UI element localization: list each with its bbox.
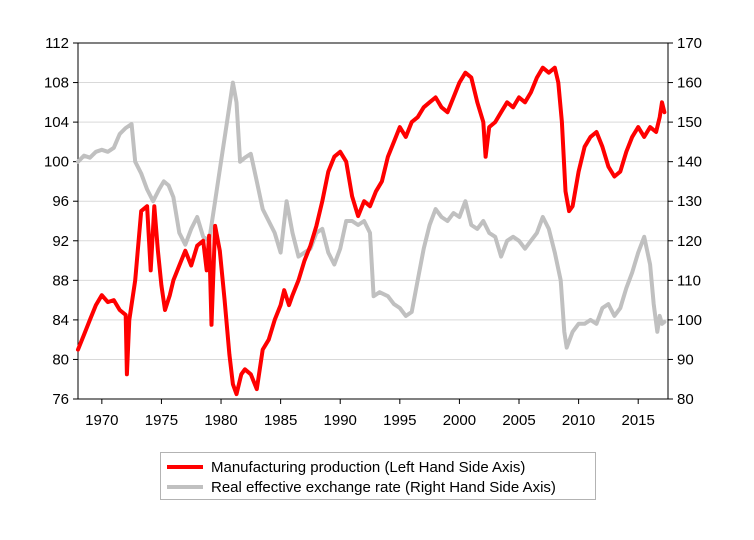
x-axis: 1970 1975 1980 1985 1990 1995 2000 2005 2010 2015 [85, 412, 655, 429]
right-tick-label: 160 [677, 75, 702, 92]
legend-label-exchange-rate: Real effective exchange rate (Right Hand… [211, 478, 556, 496]
right-tick-label: 140 [677, 154, 702, 171]
x-tick-label: 2015 [622, 412, 655, 429]
right-tick-label: 120 [677, 233, 702, 250]
x-tick-label: 1995 [383, 412, 416, 429]
legend-label-manufacturing: Manufacturing production (Left Hand Side… [211, 458, 526, 476]
x-tick-label: 1980 [204, 412, 237, 429]
x-tick-label: 2005 [502, 412, 535, 429]
left-tick-label: 92 [52, 233, 69, 250]
right-y-axis: 80 90 100 110 120 130 140 150 160 170 [677, 35, 702, 408]
legend-swatch-manufacturing [167, 465, 203, 469]
manufacturing-line [76, 65, 667, 397]
right-tick-label: 150 [677, 114, 702, 131]
right-tick-label: 170 [677, 35, 702, 52]
legend-item-exchange-rate: Real effective exchange rate (Right Hand… [167, 477, 556, 497]
x-tick-label: 2000 [443, 412, 476, 429]
plot-frame [77, 42, 669, 400]
series-lines [76, 65, 667, 397]
left-tick-label: 96 [52, 193, 69, 210]
x-tick-label: 1990 [324, 412, 357, 429]
left-y-axis: 76 80 84 88 92 96 100 104 108 112 [44, 35, 69, 408]
right-tick-label: 110 [677, 272, 701, 289]
left-tick-label: 80 [52, 351, 69, 368]
left-tick-label: 100 [44, 154, 69, 171]
x-tick-label: 1985 [264, 412, 297, 429]
axis-ticks [73, 42, 673, 404]
left-tick-label: 108 [44, 75, 69, 92]
x-tick-label: 2010 [562, 412, 595, 429]
legend: Manufacturing production (Left Hand Side… [160, 452, 596, 500]
left-tick-label: 112 [45, 35, 69, 52]
right-tick-label: 90 [677, 351, 694, 368]
legend-swatch-exchange-rate [167, 485, 203, 489]
exchange-rate-line [76, 80, 667, 350]
x-tick-label: 1970 [85, 412, 118, 429]
right-tick-label: 80 [677, 391, 694, 408]
legend-item-manufacturing: Manufacturing production (Left Hand Side… [167, 457, 525, 477]
x-tick-label: 1975 [145, 412, 178, 429]
grid-lines [78, 82, 668, 360]
left-tick-label: 104 [44, 114, 69, 131]
left-tick-label: 76 [52, 391, 69, 408]
left-tick-label: 84 [52, 312, 69, 329]
right-tick-label: 130 [677, 193, 702, 210]
right-tick-label: 100 [677, 312, 702, 329]
left-tick-label: 88 [52, 272, 69, 289]
